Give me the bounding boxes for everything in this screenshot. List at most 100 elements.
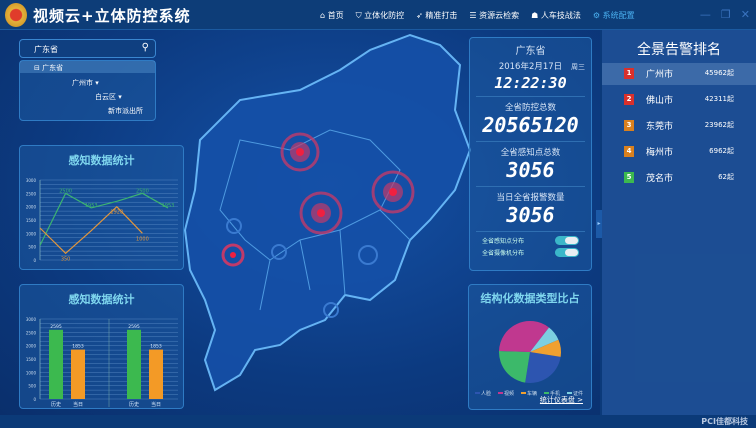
- y-tick-label: 500: [28, 245, 36, 250]
- bar-category-label: 历史: [51, 401, 61, 407]
- line-chart-title: 感知数据统计: [68, 154, 135, 167]
- toggle-switch[interactable]: [555, 248, 579, 257]
- data-label: 2500: [136, 188, 149, 194]
- y-tick-label: 1000: [26, 231, 37, 236]
- legend-label: 车辆: [527, 390, 537, 397]
- rank-count: 6962起: [709, 147, 734, 155]
- line-series: [39, 192, 169, 246]
- data-label: 1000: [136, 236, 149, 242]
- nav-settings[interactable]: ⚙ 系统配置: [592, 11, 635, 20]
- stats-weekday: 周三: [571, 63, 585, 71]
- ranking-item[interactable]: 3 东莞市 23962起: [602, 115, 756, 137]
- alarm-hotspots: [221, 132, 415, 318]
- pie-panel: 结构化数据类型比占 人脸 视频 车辆 手机 证件 统计仪表盘 >: [468, 284, 592, 410]
- nav-defense[interactable]: ⛉ 立体化防控: [355, 11, 405, 20]
- bar-category-label: 历史: [129, 401, 139, 407]
- bar-value-label: 2595: [128, 324, 140, 330]
- region-search-input[interactable]: 广东省 ⚲: [19, 39, 156, 58]
- tree-node-district[interactable]: 白云区 ▾: [95, 93, 122, 101]
- y-tick-label: 2000: [26, 205, 37, 210]
- toggle-camera-distribution[interactable]: 全省摄像机分布: [470, 248, 591, 257]
- pie-slice: [499, 351, 530, 383]
- ranking-item[interactable]: 2 佛山市 42311起: [602, 89, 756, 111]
- bar: [149, 349, 163, 399]
- legend-label: 人脸: [481, 390, 491, 397]
- y-tick-label: 1500: [26, 357, 37, 362]
- pie-chart: 人脸 视频 车辆 手机 证件: [475, 321, 583, 397]
- ranking-item[interactable]: 5 茂名市 62起: [602, 167, 756, 189]
- nav-strike[interactable]: ➶ 精准打击: [416, 11, 458, 20]
- total-label: 全省防控总数: [504, 103, 556, 113]
- search-icon[interactable]: ⚲: [141, 42, 149, 53]
- close-icon[interactable]: ✕: [740, 8, 750, 21]
- minimize-icon[interactable]: —: [699, 8, 711, 21]
- ranking-title: 全景告警排名: [637, 42, 721, 58]
- bar: [49, 329, 63, 399]
- y-tick-label: 2500: [26, 191, 37, 196]
- restore-icon[interactable]: ❐: [720, 8, 731, 21]
- y-tick-label: 3000: [26, 317, 37, 322]
- stats-time: 12:22:30: [494, 74, 567, 92]
- pie-title: 结构化数据类型比占: [480, 292, 580, 305]
- collapse-handle[interactable]: ▸: [596, 210, 602, 238]
- y-tick-label: 1000: [26, 370, 37, 375]
- legend-swatch: [521, 392, 526, 394]
- nav-search[interactable]: ☰ 资源云检索: [469, 11, 520, 20]
- stats-panel: 广东省 2016年2月17日 周三 12:22:30 全省防控总数 2056512…: [469, 37, 592, 271]
- legend-swatch: [475, 392, 480, 394]
- y-tick-label: 500: [28, 384, 36, 389]
- ranking-panel: 全景告警排名 1 广州市 45962起 2 佛山市 42311起 3 东莞市 23962起 4 梅州…: [602, 30, 756, 415]
- nav-home[interactable]: ⌂ 首页: [320, 11, 344, 20]
- dashboard-link[interactable]: 统计仪表盘 >: [539, 396, 583, 404]
- legend-label: 视频: [504, 390, 514, 397]
- sensor-label: 全省感知点总数: [500, 148, 561, 158]
- alarm-value: 3056: [506, 203, 555, 227]
- line-series: [39, 205, 143, 255]
- ranking-item[interactable]: 4 梅州市 6962起: [602, 141, 756, 163]
- pie-slice: [530, 327, 559, 352]
- rank-count: 45962起: [704, 69, 734, 77]
- rank-count: 23962起: [704, 121, 734, 129]
- district-borders: [219, 129, 411, 311]
- rank-city: 茂名市: [646, 174, 674, 184]
- bar-category-label: 当日: [151, 401, 161, 407]
- bar-chart-panel: 感知数据统计 0 500 1000 1500 2000 2500 3000 2595 历史 185…: [19, 284, 184, 409]
- y-tick-label: 0: [33, 258, 36, 263]
- sensor-value: 3056: [506, 158, 555, 182]
- tree-node-province[interactable]: ⊟ 广东省: [34, 64, 64, 72]
- rank-city: 佛山市: [646, 96, 674, 106]
- tree-node-station[interactable]: 新市派出所: [108, 107, 143, 115]
- pie-slice: [530, 339, 561, 357]
- bar-value-label: 2595: [50, 324, 62, 330]
- bar-chart: 0 500 1000 1500 2000 2500 3000 2595 历史 1853 当日 2595…: [26, 317, 178, 408]
- data-label: 1928: [110, 210, 123, 216]
- bar-value-label: 1853: [150, 344, 162, 350]
- region-tree: ⊟ 广东省 广州市 ▾ 白云区 ▾ 新市派出所: [19, 60, 156, 121]
- legend-label: 证件: [573, 390, 583, 397]
- y-tick-label: 2500: [26, 330, 37, 335]
- rank-badge: 5: [624, 172, 634, 183]
- rank-city: 梅州市: [646, 148, 674, 158]
- main-nav: ⌂ 首页 ⛉ 立体化防控 ➶ 精准打击 ☰ 资源云检索 ☗ 人车技战法 ⚙ 系统…: [320, 10, 635, 21]
- alarm-label: 当日全省报警数量: [496, 193, 565, 203]
- rank-count: 62起: [718, 173, 734, 181]
- nav-tactics[interactable]: ☗ 人车技战法: [531, 11, 581, 20]
- rank-city: 广州市: [646, 70, 674, 80]
- toggle-sensor-distribution[interactable]: 全省感知点分布: [470, 236, 591, 245]
- rank-count: 42311起: [704, 95, 734, 103]
- line-chart-panel: 感知数据统计 0 500 1000 1500 2000 2500 3000 2500 1953 2…: [19, 145, 184, 270]
- police-emblem-logo: [5, 3, 27, 27]
- bar: [127, 329, 141, 399]
- legend-swatch: [544, 392, 549, 394]
- footer: PCI佳都科技: [0, 415, 756, 428]
- rank-badge: 4: [624, 146, 634, 157]
- bar-chart-title: 感知数据统计: [68, 293, 135, 306]
- y-tick-label: 3000: [26, 178, 37, 183]
- legend-label: 手机: [550, 390, 560, 397]
- rank-badge: 2: [624, 94, 634, 105]
- tree-node-city[interactable]: 广州市 ▾: [72, 79, 99, 87]
- line-chart: 0 500 1000 1500 2000 2500 3000 2500 1953 2500 1953…: [26, 178, 178, 263]
- total-value: 20565120: [482, 113, 579, 137]
- toggle-switch[interactable]: [555, 236, 579, 245]
- ranking-item[interactable]: 1 广州市 45962起: [602, 63, 756, 85]
